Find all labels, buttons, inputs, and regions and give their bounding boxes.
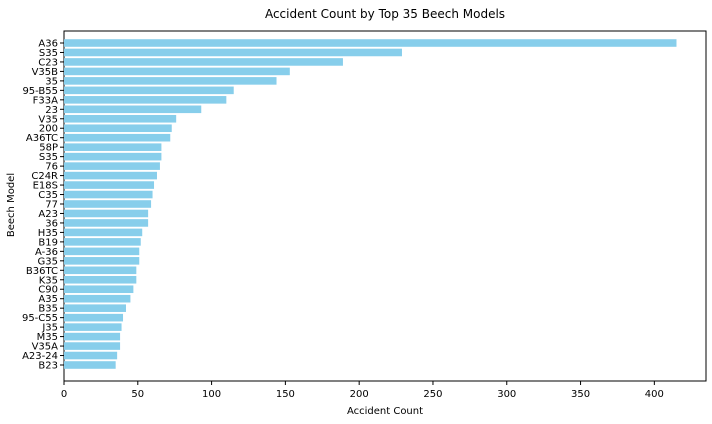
bar-C23	[64, 58, 343, 66]
y-axis-ticks: A36S35C23V35B3595-B55F33A23V35200A36TC58…	[22, 39, 64, 372]
bar-35	[64, 77, 277, 85]
x-tick-label: 100	[202, 389, 221, 400]
bar-58P	[64, 143, 162, 151]
x-axis-title: Accident Count	[347, 406, 423, 417]
bar-A35	[64, 294, 131, 303]
y-tick-label: C35	[38, 190, 58, 201]
x-tick-label: 0	[61, 389, 67, 400]
bar-A36TC	[64, 133, 171, 142]
bar-95-C55	[64, 313, 124, 322]
y-axis-title: Beech Model	[6, 173, 17, 237]
bar-G35	[64, 257, 140, 265]
x-tick-label: 300	[497, 389, 516, 400]
chart-title: Accident Count by Top 35 Beech Models	[265, 7, 505, 21]
bar-B23	[64, 361, 116, 369]
y-tick-label: V35	[38, 114, 58, 125]
x-tick-label: 400	[645, 389, 664, 400]
y-tick-label: H35	[38, 228, 58, 239]
bar-E18S	[64, 181, 155, 189]
bar-A23	[64, 209, 149, 218]
y-tick-label: V35B	[32, 67, 59, 78]
y-tick-label: 36	[45, 218, 58, 229]
y-tick-label: A23	[38, 209, 58, 220]
y-tick-label: 77	[45, 200, 58, 211]
y-tick-label: S35	[39, 48, 58, 59]
y-tick-label: S35	[39, 152, 58, 163]
y-tick-label: 95-C55	[22, 313, 58, 324]
bar-J35	[64, 323, 122, 331]
bar-200	[64, 124, 172, 133]
y-tick-label: V35A	[32, 342, 59, 353]
bar-C24R	[64, 171, 157, 180]
y-tick-label: 95-B55	[22, 86, 58, 97]
y-tick-label: B23	[38, 361, 58, 372]
y-tick-label: C24R	[31, 171, 58, 182]
bar-A23-24	[64, 351, 118, 360]
y-tick-label: F33A	[33, 95, 58, 106]
bar-23	[64, 105, 202, 114]
bar-S35	[64, 152, 162, 161]
bar-V35B	[64, 67, 290, 76]
y-tick-label: K35	[39, 275, 58, 286]
plot-area	[63, 30, 707, 382]
bar-76	[64, 162, 160, 170]
y-tick-label: A23-24	[22, 351, 58, 362]
y-tick-label: C90	[38, 285, 58, 296]
bar-B36TC	[64, 266, 137, 275]
bar-H35	[64, 228, 143, 237]
x-tick-label: 200	[350, 389, 369, 400]
bar-M35	[64, 332, 121, 341]
bar-V35	[64, 114, 177, 123]
y-tick-label: A36TC	[26, 133, 58, 144]
bar-V35A	[64, 342, 121, 350]
bar-A36	[64, 39, 677, 47]
y-tick-label: B19	[38, 237, 58, 248]
bar-K35	[64, 275, 137, 284]
bar-36	[64, 219, 149, 227]
x-axis-ticks: 0 50 100 150 200 250 300 350 400	[61, 381, 664, 400]
bar-95-B55	[64, 86, 234, 95]
x-tick-label: 150	[276, 389, 295, 400]
bar-B19	[64, 238, 141, 246]
y-tick-label: 35	[45, 76, 58, 87]
y-tick-label: M35	[37, 332, 58, 343]
y-tick-label: J35	[41, 323, 58, 334]
y-tick-label: 76	[45, 162, 58, 173]
x-tick-label: 50	[131, 389, 144, 400]
bar-C35	[64, 190, 153, 199]
y-tick-label: A35	[38, 294, 58, 305]
y-tick-label: A-36	[35, 247, 58, 258]
y-tick-label: 200	[39, 124, 58, 135]
bar-C90	[64, 285, 134, 294]
y-tick-label: C23	[38, 57, 58, 68]
y-tick-label: G35	[38, 256, 58, 267]
x-tick-label: 350	[571, 389, 590, 400]
bar-77	[64, 200, 152, 208]
y-tick-label: 58P	[39, 143, 58, 154]
bar-A-36	[64, 247, 140, 256]
bar-B35	[64, 304, 126, 312]
bar-F33A	[64, 96, 227, 104]
y-tick-label: B36TC	[26, 266, 58, 277]
y-tick-label: E18S	[33, 181, 58, 192]
y-tick-label: B35	[38, 304, 58, 315]
bar-S35	[64, 48, 402, 57]
y-tick-label: 23	[45, 105, 58, 116]
x-tick-label: 250	[423, 389, 442, 400]
y-tick-label: A36	[38, 39, 58, 50]
